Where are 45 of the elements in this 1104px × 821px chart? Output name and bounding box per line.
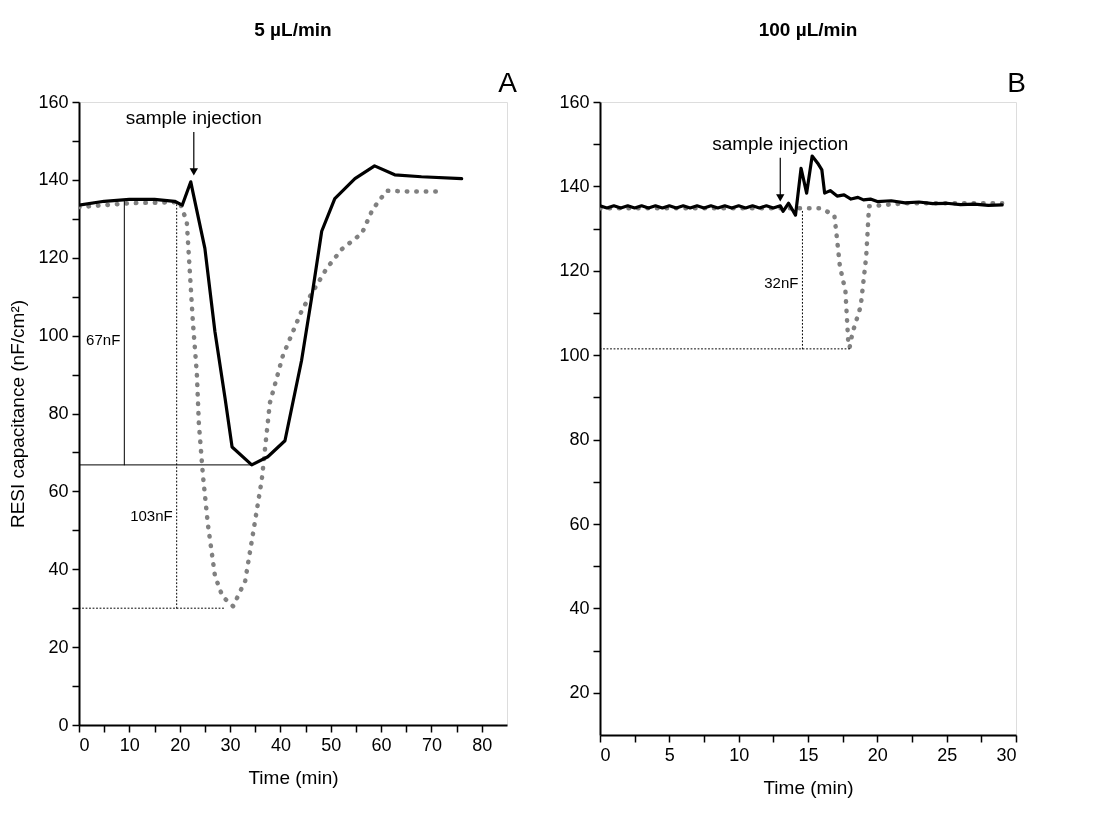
x-axis-title: Time (min) xyxy=(763,776,854,798)
x-tick-label: 20 xyxy=(170,734,191,755)
x-tick-label: 5 xyxy=(664,744,675,765)
y-tick-label: 120 xyxy=(559,260,590,281)
x-axis-title: Time (min) xyxy=(248,766,339,788)
y-tick-label: 80 xyxy=(569,429,590,450)
chart-title: 5 µL/min xyxy=(254,19,332,40)
y-tick-label: 60 xyxy=(569,513,590,534)
x-tick-label: 30 xyxy=(996,744,1017,765)
x-tick-label: 10 xyxy=(729,744,750,765)
x-tick-label: 30 xyxy=(220,734,241,755)
x-tick-label: 0 xyxy=(600,744,611,765)
text: A xyxy=(498,67,518,98)
x-tick-label: 20 xyxy=(867,744,888,765)
y-tick-label: 80 xyxy=(48,403,69,423)
x-tick-label: 10 xyxy=(119,734,140,755)
y-tick-label: 160 xyxy=(38,91,69,112)
annotation: 103nF xyxy=(130,507,173,525)
y-tick-label: 40 xyxy=(569,597,590,618)
y-tick-label: 100 xyxy=(559,344,590,365)
y-tick-label: 20 xyxy=(48,636,69,657)
y-tick-label: 0 xyxy=(58,714,69,735)
x-tick-label: 80 xyxy=(472,734,493,755)
x-tick-label: 0 xyxy=(79,734,90,755)
y-tick-label: 140 xyxy=(38,169,69,190)
x-tick-label: 25 xyxy=(937,744,958,765)
y-tick-label: 140 xyxy=(559,175,590,196)
x-tick-label: 60 xyxy=(371,734,392,755)
x-tick-label: 70 xyxy=(421,734,442,755)
text: B xyxy=(1007,67,1026,98)
y-tick-label: 40 xyxy=(48,558,69,579)
annotation: 67nF xyxy=(86,330,121,348)
annotation: 32nF xyxy=(764,274,799,292)
chart-title: 100 µL/min xyxy=(758,19,858,40)
x-tick-label: 15 xyxy=(798,744,819,765)
y-tick-label: 120 xyxy=(38,247,69,268)
y-axis-title: RESI capacitance (nF/cm²) xyxy=(7,299,29,529)
y-tick-label: 20 xyxy=(569,682,590,703)
annotation: sample injection xyxy=(712,132,849,154)
annotation: sample injection xyxy=(125,106,262,128)
x-tick-label: 50 xyxy=(321,734,342,755)
y-tick-label: 60 xyxy=(48,480,69,501)
y-tick-label: 100 xyxy=(38,325,69,346)
x-tick-label: 40 xyxy=(270,734,291,755)
y-tick-label: 160 xyxy=(559,91,590,112)
